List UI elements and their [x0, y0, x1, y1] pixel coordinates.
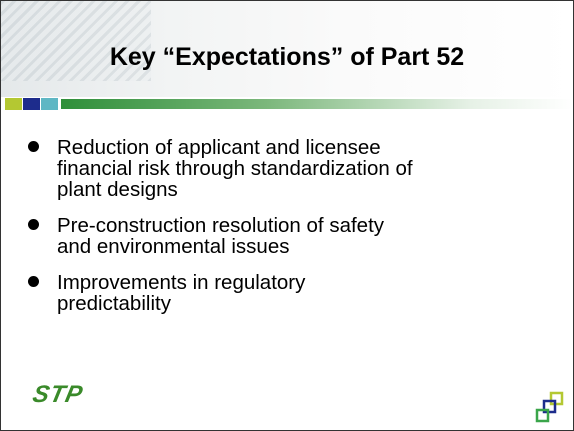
header: Key “Expectations” of Part 52 — [1, 1, 573, 97]
accent-bar — [1, 98, 573, 110]
bullet-text: Reduction of applicant and licensee — [57, 137, 573, 158]
accent-square — [5, 98, 22, 110]
accent-gradient — [61, 99, 573, 109]
slide: Key “Expectations” of Part 52 Reduction … — [0, 0, 574, 431]
bullet-dot — [28, 219, 39, 230]
bullet-dot — [28, 276, 39, 287]
bullet-text: predictability — [57, 293, 573, 314]
corner-icon — [535, 391, 569, 425]
bullet-text: Improvements in regulatory — [57, 272, 573, 293]
bullet-text: financial risk through standardization o… — [57, 158, 573, 179]
bullet-dot — [28, 141, 39, 152]
logo: STP — [30, 381, 86, 409]
accent-square — [23, 98, 40, 110]
accent-square — [41, 98, 58, 110]
bullet-text: Pre-construction resolution of safety — [57, 215, 573, 236]
bullet-text: plant designs — [57, 179, 573, 200]
bullet-text: and environmental issues — [57, 236, 573, 257]
title: Key “Expectations” of Part 52 — [1, 43, 573, 72]
